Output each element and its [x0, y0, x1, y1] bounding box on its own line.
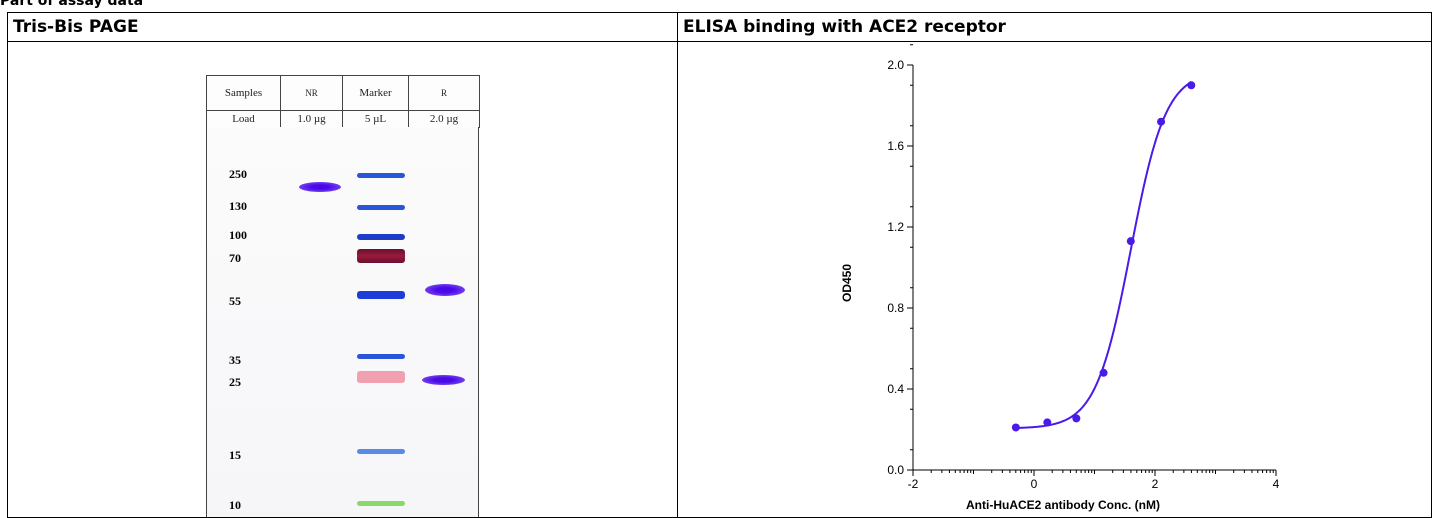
mw-label-70: 70 [229, 251, 241, 265]
data-point [1072, 414, 1081, 423]
data-point [1011, 423, 1020, 432]
gel-header-r: R [408, 75, 480, 111]
data-point [1157, 117, 1166, 126]
data-point [1187, 81, 1196, 90]
y-axis-label: OD450 [840, 264, 854, 302]
x-tick-label: 4 [1273, 477, 1280, 491]
mw-label-130: 130 [229, 199, 247, 213]
marker-band-55 [357, 291, 405, 299]
y-tick-label: 0.8 [887, 301, 904, 315]
mw-label-35: 35 [229, 353, 241, 367]
marker-band-100 [357, 234, 405, 240]
gel-load-label: Load [206, 110, 281, 128]
x-tick-label: 2 [1152, 477, 1159, 491]
gel-header-nr: NR [280, 75, 343, 111]
mw-label-100: 100 [229, 228, 247, 242]
marker-band-130 [357, 205, 405, 210]
y-tick-label: 2.0 [887, 58, 904, 72]
nr-sample-band [299, 182, 341, 192]
data-point [1126, 237, 1135, 246]
mw-label-25: 25 [229, 375, 241, 389]
y-tick-label: 0.4 [887, 382, 904, 396]
marker-band-250 [357, 173, 405, 178]
y-tick-label: 1.6 [887, 139, 904, 153]
mw-label-250: 250 [229, 167, 247, 181]
gel-load-marker: 5 µL [342, 110, 409, 128]
elisa-chart: 0.0 0.4 0.8 1.2 1.6 2.0 -2 0 2 4 OD450 Anti-HuACE… [840, 44, 1280, 512]
gel-header-marker: Marker [342, 75, 409, 111]
x-tick-label: 0 [1031, 477, 1038, 491]
gel-load-r: 2.0 µg [408, 110, 480, 128]
marker-band-15 [357, 449, 405, 454]
gel-load-nr: 1.0 µg [280, 110, 343, 128]
data-point [1043, 418, 1052, 427]
elisa-panel: 0.0 0.4 0.8 1.2 1.6 2.0 -2 0 2 4 OD450 Anti-HuACE… [678, 42, 1431, 517]
mw-label-55: 55 [229, 294, 241, 308]
gel-header-table: Samples NR Marker R Load 1.0 µg 5 µL 2.0… [206, 75, 480, 128]
marker-band-35 [357, 354, 405, 359]
marker-band-10 [357, 501, 405, 506]
data-point [1099, 368, 1108, 377]
gel-panel-title: Tris-Bis PAGE [7, 12, 678, 42]
marker-band-70 [357, 249, 405, 263]
y-tick-label: 0.0 [887, 463, 904, 477]
gel-image: Samples NR Marker R Load 1.0 µg 5 µL 2.0… [206, 75, 480, 517]
x-tick-label: -2 [908, 477, 919, 491]
gel-header-samples: Samples [206, 75, 281, 111]
assay-table: Tris-Bis PAGE ELISA binding with ACE2 re… [7, 12, 1432, 518]
r-light-chain-band [422, 375, 465, 385]
elisa-panel-title: ELISA binding with ACE2 receptor [677, 12, 1432, 42]
y-tick-label: 1.2 [887, 220, 904, 234]
mw-label-15: 15 [229, 448, 241, 462]
gel-lanes: 250 130 100 70 55 35 25 15 10 [206, 127, 479, 517]
r-heavy-chain-band [425, 284, 465, 296]
marker-band-25 [357, 371, 405, 383]
x-axis-label: Anti-HuACE2 antibody Conc. (nM) [966, 498, 1160, 512]
mw-label-10: 10 [229, 498, 241, 512]
section-title: Part of assay data [0, 0, 144, 9]
gel-panel: Samples NR Marker R Load 1.0 µg 5 µL 2.0… [8, 42, 677, 517]
